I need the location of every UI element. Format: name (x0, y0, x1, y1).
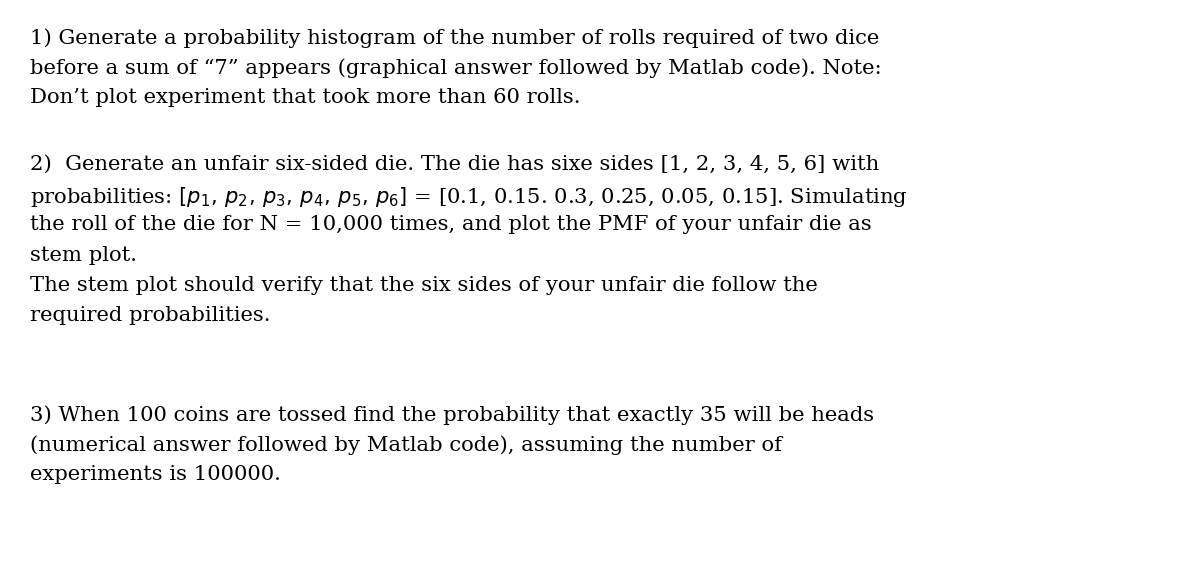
Text: stem plot.: stem plot. (30, 246, 137, 265)
Text: Don’t plot experiment that took more than 60 rolls.: Don’t plot experiment that took more tha… (30, 88, 581, 107)
Text: 3) When 100 coins are tossed find the probability that exactly 35 will be heads: 3) When 100 coins are tossed find the pr… (30, 405, 874, 425)
Text: (numerical answer followed by Matlab code), assuming the number of: (numerical answer followed by Matlab cod… (30, 435, 782, 455)
Text: before a sum of “7” appears (graphical answer followed by Matlab code). Note:: before a sum of “7” appears (graphical a… (30, 58, 882, 78)
Text: experiments is 100000.: experiments is 100000. (30, 465, 281, 484)
Text: 1) Generate a probability histogram of the number of rolls required of two dice: 1) Generate a probability histogram of t… (30, 28, 880, 48)
Text: the roll of the die for N = 10,000 times, and plot the PMF of your unfair die as: the roll of the die for N = 10,000 times… (30, 215, 871, 234)
Text: required probabilities.: required probabilities. (30, 306, 270, 325)
Text: 2)  Generate an unfair six-sided die. The die has sixe sides [1, 2, 3, 4, 5, 6] : 2) Generate an unfair six-sided die. The… (30, 155, 880, 174)
Text: probabilities: $[p_1, \, p_2, \, p_3, \, p_4, \, p_5, \, p_6]$ = [0.1, 0.15. 0.3: probabilities: $[p_1, \, p_2, \, p_3, \,… (30, 185, 908, 209)
Text: The stem plot should verify that the six sides of your unfair die follow the: The stem plot should verify that the six… (30, 276, 817, 295)
